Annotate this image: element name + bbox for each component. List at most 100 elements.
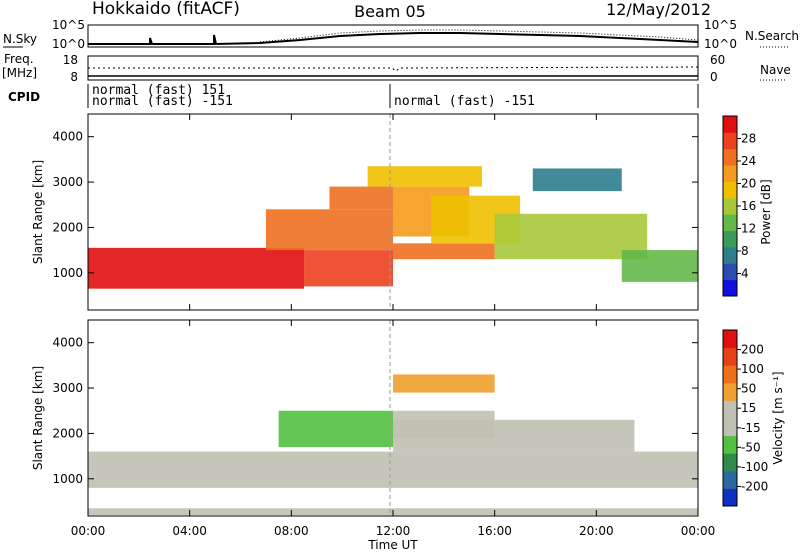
colorbar-segment — [723, 418, 737, 437]
nsky-strip: N.Sky 10^5 10^0 10^5 10^0 N.Search — [3, 18, 799, 51]
colorbar-tick-label: 20 — [741, 177, 756, 191]
echo-region-1 — [88, 451, 698, 488]
colorbar-tick-label: -200 — [741, 479, 768, 493]
colorbar-segment — [723, 230, 737, 248]
x-tick-label: 12:00 — [376, 524, 411, 538]
velocity-panel: 4000 3000 2000 1000 Slant Range [km] — [31, 319, 699, 517]
colorbar-tick-label: -15 — [741, 421, 761, 435]
x-tick-label: 20:00 — [579, 524, 614, 538]
colorbar-frame — [722, 329, 738, 507]
echo-region-8 — [494, 213, 648, 260]
cpid-label: CPID — [8, 90, 40, 104]
colorbar-segment — [723, 246, 737, 264]
power-ylabel: Slant Range [km] — [31, 160, 45, 264]
colorbar-segment — [723, 116, 737, 133]
date-title: 12/May/2012 — [606, 0, 711, 19]
colorbar-segment — [723, 214, 737, 232]
y-tick-label: 2000 — [52, 426, 83, 440]
colorbar-segment — [723, 132, 737, 150]
y-tick-label: 3000 — [52, 381, 83, 395]
cpid-entry-1: normal (fast) 151 — [92, 83, 225, 98]
x-tick-label: 16:00 — [477, 524, 512, 538]
colorbar-tick-label: 28 — [741, 132, 756, 146]
cpid-entry-3: normal (fast) -151 — [394, 94, 535, 109]
echo-region-11 — [532, 168, 622, 192]
colorbar-segment — [723, 488, 737, 507]
velocity-colorbar: 200 100 50 15 -15 -50 -100 -200 — [722, 329, 768, 507]
colorbar-tick-label: 12 — [741, 222, 756, 236]
beam-title: Beam 05 — [354, 2, 426, 21]
colorbar-segment — [723, 400, 737, 419]
time-axis-label: Time UT — [367, 538, 418, 552]
colorbar-segment — [723, 165, 737, 182]
x-tick-label: 00:00 — [71, 524, 106, 538]
freq-tick-bottom: 8 — [70, 70, 78, 84]
x-tick-label: 00:00 — [681, 524, 716, 538]
nsearch-trace — [259, 29, 699, 43]
freq-label: Freq. — [4, 52, 34, 66]
colorbar-segment — [723, 382, 737, 401]
echo-region-1 — [88, 247, 305, 289]
colorbar-segment — [723, 263, 737, 281]
nave-label: Nave — [760, 63, 791, 77]
colorbar-tick-label: 50 — [741, 382, 756, 396]
colorbar-segment — [723, 197, 737, 215]
nsearch-tick-bottom: 10^0 — [704, 37, 737, 51]
y-tick-label: 2000 — [52, 220, 83, 234]
echo-region-3 — [278, 410, 393, 448]
colorbar-segment — [723, 181, 737, 199]
x-tick-label: 04:00 — [172, 524, 207, 538]
nsky-tick-top: 10^5 — [52, 18, 85, 32]
power-colorbar: 28 24 20 16 12 8 4 — [722, 115, 756, 297]
colorbar-segment — [723, 365, 737, 384]
nave-tick-top: 60 — [710, 53, 725, 67]
echo-region-5 — [393, 243, 495, 260]
colorbar-tick-label: 16 — [741, 199, 756, 213]
velocity-ylabel: Slant Range [km] — [31, 366, 45, 470]
velocity-colorbar-label: Velocity [m s⁻¹] — [771, 371, 785, 464]
colorbar-segment — [723, 279, 737, 297]
echo-region-4 — [393, 410, 495, 438]
echo-region-5 — [393, 374, 495, 393]
nsky-trace — [88, 32, 699, 46]
power-colorbar-label: Power [dB] — [759, 179, 773, 244]
colorbar-segment — [723, 435, 737, 454]
nsearch-tick-top: 10^5 — [704, 18, 737, 32]
colorbar-tick-label: -50 — [741, 440, 761, 454]
colorbar-segment — [723, 347, 737, 366]
cpid-entry-2: normal (fast) -151 — [92, 94, 233, 109]
colorbar-tick-label: -100 — [741, 460, 768, 474]
echo-region-10 — [367, 166, 482, 187]
cpid-strip: CPID normal (fast) 151 normal (fast) -15… — [8, 83, 699, 109]
station-title: Hokkaido (fitACF) — [92, 0, 240, 19]
nsky-tick-bottom: 10^0 — [52, 37, 85, 51]
colorbar-tick-label: 200 — [741, 343, 764, 357]
colorbar-segment — [723, 330, 737, 349]
echo-region-3 — [265, 209, 393, 251]
power-panel: 4000 3000 2000 1000 Slant Range [km] — [31, 113, 699, 311]
colorbar-segment — [723, 148, 737, 166]
colorbar-tick-label: 100 — [741, 362, 764, 376]
time-axis: 00:00 04:00 08:00 12:00 16:00 20:00 00:00 — [71, 114, 716, 538]
nsearch-label: N.Search — [745, 29, 799, 43]
echo-region-2 — [304, 250, 393, 287]
colorbar-segment — [723, 453, 737, 472]
freq-strip: Freq. [MHz] 18 8 60 0 Nave — [2, 52, 791, 84]
colorbar-tick-label: 24 — [741, 154, 756, 168]
colorbar-tick-label: 8 — [741, 244, 749, 258]
freq-unit: [MHz] — [2, 66, 37, 80]
x-tick-label: 08:00 — [274, 524, 309, 538]
nave-trace — [88, 66, 699, 72]
y-tick-label: 4000 — [52, 130, 83, 144]
echo-region-4 — [329, 186, 393, 210]
y-tick-label: 4000 — [52, 336, 83, 350]
freq-tick-top: 18 — [63, 53, 78, 67]
nsky-label: N.Sky — [3, 32, 37, 46]
y-tick-label: 1000 — [52, 266, 83, 280]
echo-region-9 — [621, 250, 698, 282]
colorbar-segment — [723, 470, 737, 489]
colorbar-tick-label: 15 — [741, 401, 756, 415]
y-tick-label: 3000 — [52, 175, 83, 189]
colorbar-tick-label: 4 — [741, 267, 749, 281]
